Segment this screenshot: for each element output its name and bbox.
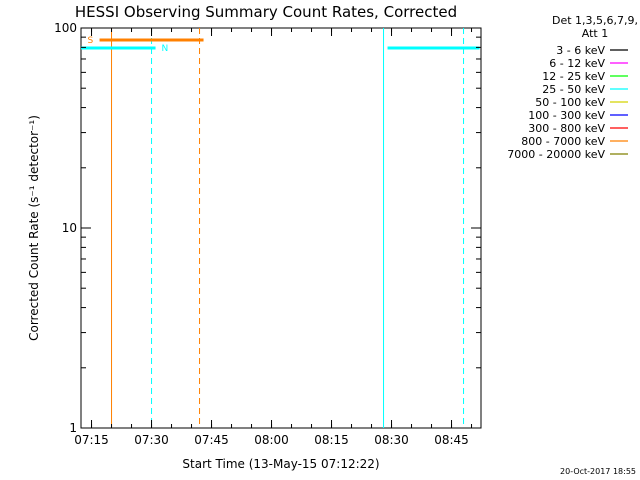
chart-title: HESSI Observing Summary Count Rates, Cor… [75, 3, 457, 21]
x-tick-label: 07:15 [74, 433, 109, 447]
y-tick-label: 10 [62, 221, 77, 235]
x-tick-label: 08:45 [434, 433, 469, 447]
marker-label: S [88, 36, 94, 46]
axes: 07:15 07:30 07:45 08:00 08:15 08:30 08:45 1 10 10… [54, 21, 481, 447]
plot-frame [80, 27, 482, 429]
x-axis-label: Start Time (13-May-15 07:12:22) [182, 457, 379, 471]
legend-header: Det 1,3,5,6,7,9, [552, 14, 638, 27]
legend-label: 7000 - 20000 keV [507, 148, 605, 161]
legend-header: Att 1 [582, 27, 608, 40]
legend-label: 12 - 25 keV [542, 70, 605, 83]
legend-label: 100 - 300 keV [528, 109, 605, 122]
legend-label: 800 - 7000 keV [521, 135, 605, 148]
x-tick-label: 08:30 [374, 433, 409, 447]
legend-label: 25 - 50 keV [542, 83, 605, 96]
marker-label: N [162, 44, 169, 54]
plot-content: SN [81, 28, 480, 428]
y-axis-label: Corrected Count Rate (s⁻¹ detector⁻¹) [27, 115, 41, 341]
x-tick-label: 07:45 [194, 433, 229, 447]
footer-date: 20-Oct-2017 18:55 [560, 467, 636, 476]
x-tick-label: 08:00 [254, 433, 289, 447]
legend-label: 6 - 12 keV [549, 57, 605, 70]
x-tick-label: 07:30 [134, 433, 169, 447]
legend-label: 3 - 6 keV [556, 44, 605, 57]
legend-label: 50 - 100 keV [535, 96, 605, 109]
x-tick-label: 08:15 [314, 433, 349, 447]
legend-label: 300 - 800 keV [528, 122, 605, 135]
y-tick-label: 100 [54, 21, 77, 35]
y-tick-label: 1 [69, 421, 77, 435]
